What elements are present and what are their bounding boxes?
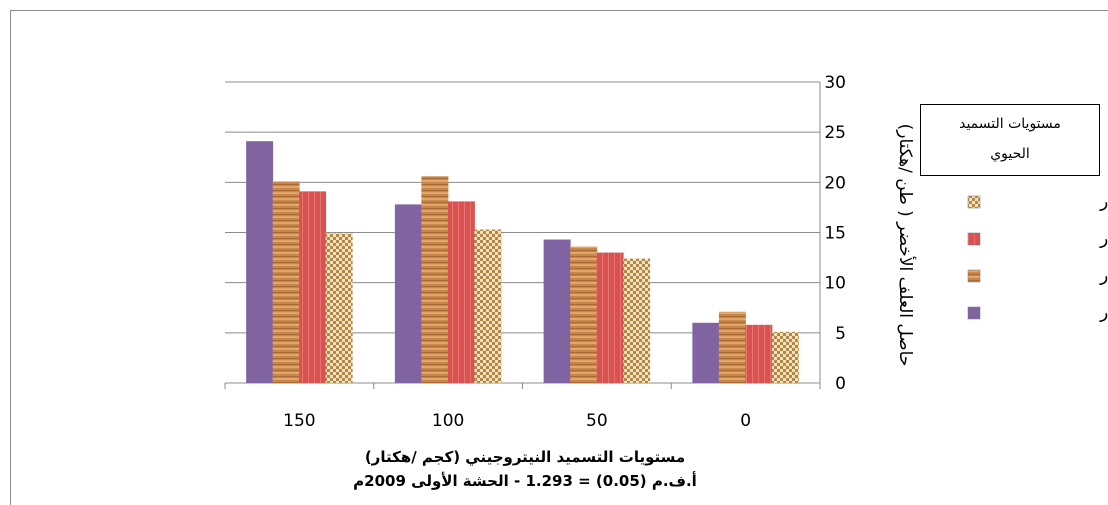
x-axis-label: مستويات التسميد النيتروجيني (كجم /هكتار) — [364, 448, 686, 466]
legend-swatch — [967, 269, 981, 283]
bar — [447, 201, 475, 383]
bar — [570, 246, 598, 383]
legend-label: 1 لتر/هكتار — [1099, 229, 1108, 249]
bar — [596, 252, 624, 383]
x-tick-label: 150 — [283, 411, 315, 431]
legend-label: 2 لتر/هكتار — [1099, 266, 1108, 286]
x-tick-label: 0 — [740, 411, 751, 431]
gridlines — [224, 81, 821, 389]
bar — [299, 191, 327, 383]
y-tick-label: 5 — [835, 324, 846, 344]
legend-title-line1: مستويات التسميد — [959, 116, 1061, 132]
x-tick-label: 50 — [586, 411, 608, 431]
y-axis-label: حاصل العلف الأخضر ( طن /هكتار) — [895, 124, 916, 367]
bar — [543, 239, 571, 383]
legend-label: 3 لتر/هكتار — [1099, 303, 1108, 323]
bar — [272, 181, 300, 383]
bar — [394, 204, 422, 383]
y-tick-label: 0 — [835, 374, 846, 394]
y-tick-label: 10 — [824, 274, 846, 294]
x-tick-label: 100 — [432, 411, 464, 431]
bar — [246, 141, 274, 383]
bar — [718, 311, 746, 383]
x-tick-labels: 150 100 50 0 — [283, 411, 751, 431]
bars — [246, 141, 799, 383]
bar — [474, 229, 502, 383]
y-tick-label: 15 — [824, 224, 846, 244]
legend-label: 0 لتر/هكتار — [1099, 192, 1108, 212]
y-tick-label: 20 — [824, 173, 846, 193]
bar — [325, 233, 353, 383]
chart-frame — [10, 10, 1108, 505]
legend-title-box: مستويات التسميد الحيوي — [920, 104, 1100, 176]
bar — [771, 331, 799, 383]
y-tick-labels: 0 5 10 15 20 25 30 — [824, 73, 846, 394]
y-tick-label: 25 — [824, 123, 846, 143]
legend-swatch — [967, 195, 981, 209]
bar — [692, 322, 720, 383]
legend-swatch — [967, 306, 981, 320]
legend-swatch — [967, 232, 981, 246]
y-tick-label: 30 — [824, 73, 846, 93]
legend: 0 لتر/هكتار 1 لتر/هكتار 2 لتر/هكتار 3 لتر/ه… — [967, 192, 1108, 323]
legend-title-line2: الحيوي — [990, 146, 1030, 162]
bar — [421, 176, 449, 383]
bar — [745, 324, 773, 383]
chart-subtitle: أ.ف.م (0.05) = 1.293 - الحشة الأولى 2009… — [353, 472, 697, 490]
bar — [623, 258, 651, 383]
